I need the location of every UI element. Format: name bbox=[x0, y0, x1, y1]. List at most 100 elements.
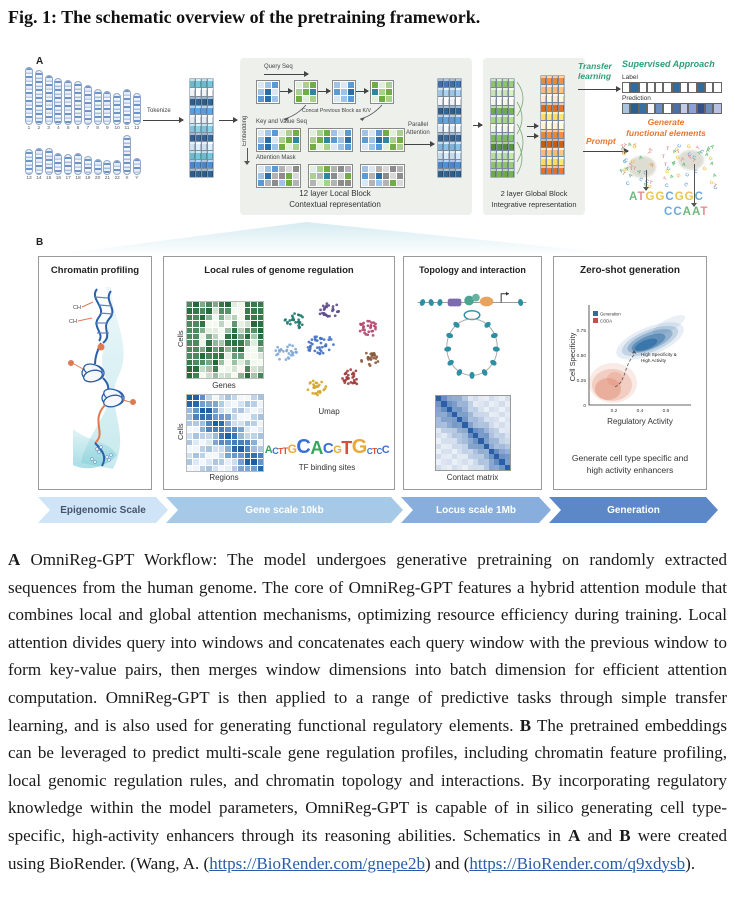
chromosome-number: 13 bbox=[26, 176, 32, 181]
global-block-caption-2: Integrative representation bbox=[491, 200, 577, 209]
scale-chevron-label: Locus scale 1Mb bbox=[435, 504, 517, 516]
query-window-grid-1 bbox=[256, 80, 280, 104]
prompt-arrow bbox=[583, 148, 629, 154]
embedding-column-orange bbox=[540, 71, 565, 175]
svg-text:Regulatory Activity: Regulatory Activity bbox=[607, 417, 673, 426]
chromosome bbox=[103, 160, 112, 175]
chromosome bbox=[54, 78, 63, 125]
ch3-label-1: CH bbox=[73, 305, 81, 311]
chromosome-number: 12 bbox=[134, 126, 140, 131]
arrow-to-global-block bbox=[473, 122, 483, 128]
umap-scatter bbox=[274, 302, 380, 397]
tokenize-arrow bbox=[143, 117, 184, 123]
scale-chevron: Generation bbox=[549, 497, 718, 523]
box-topology: Topology and interaction bbox=[403, 256, 542, 490]
chromosome bbox=[123, 89, 131, 125]
contact-matrix-label: Contact matrix bbox=[446, 473, 499, 482]
embedding-column-local-output bbox=[437, 74, 462, 178]
zero-shot-caption-2: high activity enhancers bbox=[586, 465, 674, 475]
svg-text:Generation: Generation bbox=[600, 312, 621, 317]
svg-text:High Activity: High Activity bbox=[641, 358, 667, 363]
query-window-grid-3 bbox=[332, 80, 356, 104]
kv-grid-1 bbox=[256, 128, 301, 152]
chromosome-number: 3 bbox=[47, 126, 50, 131]
chromosome-number: 21 bbox=[104, 176, 111, 181]
chromosome bbox=[64, 80, 73, 125]
svg-text:0.75: 0.75 bbox=[577, 328, 587, 334]
chromosome bbox=[54, 153, 63, 175]
chromosome bbox=[25, 67, 33, 125]
global-arrow-1 bbox=[527, 123, 539, 129]
panel-b-label: B bbox=[36, 237, 44, 248]
global-arrow-2 bbox=[527, 133, 539, 139]
chromosome bbox=[93, 159, 102, 175]
chromosome bbox=[34, 70, 43, 125]
chromosome-number: 14 bbox=[36, 176, 42, 181]
kv-grid-3 bbox=[360, 128, 405, 152]
arrow-to-local-block bbox=[219, 117, 238, 123]
chromosome-number: 7 bbox=[86, 126, 90, 131]
chromosome bbox=[44, 148, 53, 175]
embedding-down-arrow bbox=[244, 148, 250, 165]
zero-shot-caption-1: Generate cell type specific and bbox=[571, 453, 689, 463]
svg-text:High Specificity &: High Specificity & bbox=[641, 352, 677, 357]
panel-connector-funnel bbox=[60, 222, 620, 254]
chromosome-number: 11 bbox=[124, 126, 130, 131]
gene-expression-heatmap bbox=[186, 301, 264, 379]
biorender-link[interactable]: https://BioRender.com/q9xdysb bbox=[469, 853, 686, 873]
embedding-column-input bbox=[189, 74, 214, 178]
concat-label: Concat Previous Block as K/V bbox=[302, 108, 371, 114]
scale-chevron-label: Generation bbox=[607, 504, 660, 516]
generate-title-2: functional elements bbox=[626, 128, 706, 138]
figure-title: Fig. 1: The schematic overview of the pr… bbox=[8, 7, 481, 27]
chromatin-illustration: CH CH bbox=[68, 287, 136, 469]
chromosome bbox=[103, 91, 112, 125]
local-block-caption-2: Contextual representation bbox=[289, 200, 381, 209]
svg-text:CODA: CODA bbox=[600, 319, 612, 324]
chromosome-number: 22 bbox=[114, 176, 120, 181]
chromosome-number: 8 bbox=[96, 126, 99, 131]
blue-heatmap-ylabel: Cells bbox=[176, 423, 185, 440]
chromosome-number: 10 bbox=[114, 126, 120, 131]
transfer-learning-label-2: learning bbox=[578, 71, 612, 81]
box-local-rules: Local rules of genome regulation Cells G… bbox=[163, 256, 395, 490]
svg-text:0: 0 bbox=[583, 403, 586, 409]
concat-curve-arrows bbox=[283, 104, 383, 121]
biorender-link[interactable]: https://BioRender.com/gnepe2b bbox=[209, 853, 425, 873]
box-zero-shot: Zero-shot generation 0 0.25 0.50 0.75 0.… bbox=[553, 256, 707, 490]
protein-blob-1 bbox=[628, 156, 656, 178]
chromosome bbox=[74, 81, 82, 125]
svg-text:0.2: 0.2 bbox=[611, 408, 618, 414]
tokenize-label: Tokenize bbox=[147, 108, 171, 114]
chromosome-number: 17 bbox=[65, 176, 71, 181]
embedding-column-green bbox=[490, 74, 515, 178]
chromosome-number: 16 bbox=[55, 176, 62, 181]
chromatin-loop-illustration bbox=[417, 291, 527, 379]
zero-shot-density-plot: 0 0.25 0.50 0.75 0.2 0.4 0.6 bbox=[568, 305, 691, 426]
chromosome bbox=[25, 149, 33, 175]
loop-nucleosomes bbox=[444, 321, 500, 379]
generated-sequence-1: ATGGCGGC bbox=[629, 191, 704, 203]
enhancer-letter-cloud: CATACCCTAAAATTCGTATGGCCTGTCAAACTCGTATTGG… bbox=[616, 142, 722, 207]
box-chromatin-profiling: Chromatin profiling CH CH bbox=[38, 256, 152, 490]
chromosome-number: 5 bbox=[66, 126, 70, 131]
pointer-line-2 bbox=[691, 164, 697, 207]
svg-text:0.25: 0.25 bbox=[577, 378, 587, 384]
pointer-line-1 bbox=[643, 170, 649, 191]
chromosome bbox=[83, 85, 92, 125]
box1-title: Chromatin profiling bbox=[50, 265, 140, 276]
svg-text:0.4: 0.4 bbox=[637, 408, 644, 414]
figure-caption: A OmniReg-GPT Workflow: The model underg… bbox=[8, 550, 727, 873]
chromosome-number: 15 bbox=[45, 176, 52, 181]
chromosome bbox=[132, 93, 141, 125]
global-block: 2 layer Global Block Integrative represe… bbox=[483, 58, 585, 215]
scale-chevron-label: Gene scale 10kb bbox=[245, 504, 324, 516]
svg-text:0.50: 0.50 bbox=[577, 353, 587, 359]
transfer-arrow bbox=[578, 86, 621, 92]
generate-title-1: Generate bbox=[647, 117, 685, 127]
green-heatmap-xlabel: Genes bbox=[212, 381, 236, 390]
label-row-name: Label bbox=[622, 74, 638, 81]
svg-text:Cell Specificity: Cell Specificity bbox=[568, 332, 577, 381]
global-block-caption-1: 2 layer Global Block bbox=[500, 189, 568, 198]
